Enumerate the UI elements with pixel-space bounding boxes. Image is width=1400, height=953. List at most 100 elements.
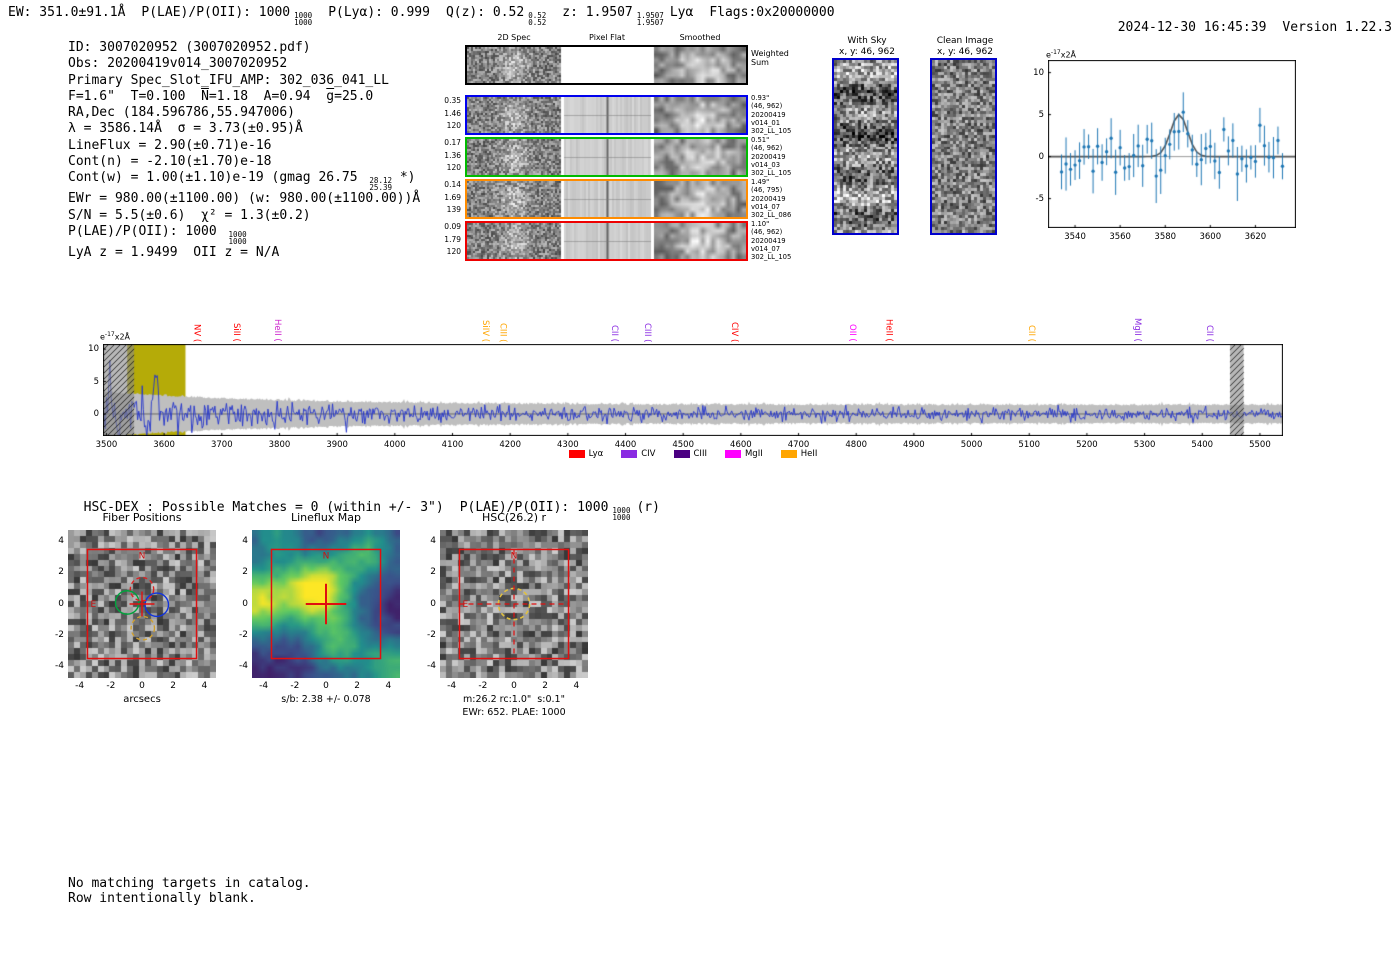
compass-n: N — [139, 551, 146, 561]
tick-label: 4 — [58, 536, 64, 547]
info-text: LyA z = 1.9499 OII z = N/A — [68, 244, 280, 260]
tick-label: -4 — [447, 681, 457, 691]
info-line: Cont(w) = 1.00(±1.10)e-19 (gmag 26.75 28… — [68, 170, 420, 191]
info-line: LineFlux = 2.90(±0.71)e-16 — [68, 138, 420, 154]
info-text: g — [326, 88, 335, 104]
info-line: RA,Dec (184.596786,55.947006) — [68, 105, 420, 121]
tick-label: 3580 — [1154, 232, 1177, 242]
report-timestamp: 2024-12-30 16:45:39 — [1117, 20, 1267, 35]
emission-line-label: SiIV ( — [480, 296, 490, 342]
plae-hi: 1000 — [294, 11, 313, 20]
spectrum-legend: Lyα CIV CIII MgII HeII — [103, 449, 1283, 459]
tick-label: 4000 — [383, 440, 406, 450]
info-text: Primary Spec_Slot_IFU_AMP: 302_036_041_L… — [68, 72, 389, 88]
emission-line-label: CIII ( — [642, 296, 652, 342]
footer-note-2: Row intentionally blank. — [68, 891, 256, 906]
tick-label: 5300 — [1133, 440, 1156, 450]
header-ew: EW: 351.0±91.1Å — [8, 5, 126, 20]
emission-line-label: HeII ( — [272, 296, 282, 342]
tick-label: 3600 — [1199, 232, 1222, 242]
info-text: λ = 3586.14Å σ = 3.73(±0.95)Å — [68, 121, 303, 137]
fit-plot-canvas — [1048, 60, 1296, 228]
spec2d-row-stats: 0.09 1.79 120 — [444, 222, 461, 256]
tick-label: 3700 — [210, 440, 233, 450]
tick-label: 4900 — [903, 440, 925, 450]
clean-image — [932, 60, 995, 233]
stacked-fraction: 28.12 25.39 — [369, 176, 392, 193]
compass-e: E — [462, 600, 468, 610]
tick-label: 2 — [430, 567, 436, 578]
legend-swatch — [568, 450, 585, 458]
extent-square — [270, 548, 382, 660]
weighted-label-line1: Weighted — [751, 49, 789, 58]
tick-label: -2 — [427, 629, 436, 640]
emission-line-label-text: OII ( — [846, 324, 857, 342]
tick-label: 0 — [1038, 151, 1044, 162]
tick-label: 10 — [88, 344, 99, 355]
tick-label: -2 — [290, 681, 300, 691]
info-line: P(LAE)/P(OII): 1000 1000 1000 — [68, 224, 420, 245]
info-line: LyA z = 1.9499 OII z = N/A — [68, 245, 420, 261]
spec2d-row-annotation: 1.49" (46, 795) 20200419 v014_07 302_LL_086 — [751, 178, 792, 220]
header: EW: 351.0±91.1Å P(LAE)/P(OII): 1000 1000 1… — [8, 5, 835, 26]
legend-swatch — [780, 450, 797, 458]
footer-note-1: No matching targets in catalog. — [68, 876, 311, 891]
legend-item: Lyα — [568, 449, 604, 459]
emission-line-label: CII ( — [1204, 296, 1214, 342]
tick-label: 2 — [354, 681, 361, 691]
hsc-title: HSC(26.2) r — [481, 511, 547, 524]
fiber-circle — [144, 592, 170, 618]
info-text: =1.18 A=0.94 — [208, 88, 327, 104]
legend-label: Lyα — [588, 449, 604, 459]
emission-line-label-text: SiIV ( — [480, 319, 490, 342]
emission-line-label: CII ( — [1026, 296, 1036, 342]
tick-label: 4 — [430, 536, 436, 547]
emission-line-label: NV ( — [192, 296, 202, 342]
tick-label: -4 — [55, 660, 64, 671]
emission-line-label: CIV ( — [729, 296, 739, 342]
lineflux-title: Lineflux Map — [290, 511, 362, 524]
emission-line-label: SiII ( — [231, 296, 241, 342]
tick-label: -2 — [106, 681, 116, 691]
spec2d-row — [465, 179, 748, 219]
info-text: Cont(n) = -2.10(±1.70)e-18 — [68, 154, 272, 170]
compass-n: N — [323, 551, 330, 561]
tick-label: 2 — [170, 681, 177, 691]
emission-line-label-text: MgII ( — [1132, 318, 1143, 342]
hsc-overlay: NE — [458, 548, 570, 660]
emission-line-label: CII ( — [609, 296, 619, 342]
tick-label: 3800 — [268, 440, 291, 450]
compass-n: N — [511, 551, 518, 561]
legend-label: MgII — [744, 449, 763, 459]
legend-label: CIII — [693, 449, 707, 459]
weighted-sum-label: Weighted Sum — [751, 49, 789, 67]
tick-label: -2 — [55, 629, 64, 640]
tick-label: 5400 — [1191, 440, 1214, 450]
info-line: ID: 3007020952 (3007020952.pdf) — [68, 40, 420, 56]
spec2d-row — [465, 95, 748, 135]
fiber-circle — [130, 615, 156, 641]
clean-image-panel — [930, 58, 997, 235]
tick-label: 0 — [323, 681, 329, 691]
spectrum-canvas — [103, 344, 1283, 436]
hsc-caption-2: EWr: 652. PLAE: 1000 — [462, 707, 566, 718]
tick-label: 4600 — [730, 440, 752, 450]
fiber-circle — [129, 576, 155, 602]
info-text: EWr = 980.00(±1100.00) (w: 980.00(±1100.… — [68, 191, 421, 207]
info-text: N — [201, 88, 209, 104]
info-text: RA,Dec (184.596786,55.947006) — [68, 105, 295, 121]
with-sky-title: With Sky — [847, 36, 887, 46]
tick-label: -4 — [239, 660, 248, 671]
hsc-plae-text: P(LAE)/P(OII): 1000 — [459, 500, 609, 515]
clean-image-coords: x, y: 46, 962 — [937, 47, 993, 57]
hsc-dex-match-line: HSC-DEX : Possible Matches = 0 (within +… — [68, 485, 660, 521]
with-sky-image — [834, 60, 897, 233]
tick-label: 2 — [242, 567, 248, 578]
emission-line-label-text: CII ( — [1203, 325, 1214, 342]
header-right: 2024-12-30 16:45:39 Version 1.22.3 — [1102, 5, 1392, 35]
spec2d-row-canvas — [467, 97, 746, 133]
hsc-band-text: (r) — [636, 500, 660, 515]
tick-label: 5500 — [1249, 440, 1271, 450]
spec2d-row-canvas — [467, 139, 746, 175]
